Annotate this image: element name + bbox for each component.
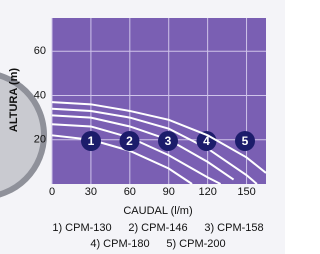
x-tick-label: 120 <box>198 186 216 198</box>
chart: ALTURA (m) CAUDAL (l/m) 0 30 60 90 120 150 20 4… <box>0 0 285 254</box>
curve-marker-label: 3 <box>165 134 172 148</box>
x-tick-label: 60 <box>124 186 136 198</box>
x-tick-label: 150 <box>237 186 255 198</box>
y-tick-label: 40 <box>34 89 46 101</box>
x-tick-label: 90 <box>163 186 175 198</box>
x-tick-label: 0 <box>49 186 55 198</box>
legend-entry: 2) CPM-146 <box>128 222 187 234</box>
legend-entry: 4) CPM-180 <box>90 238 149 250</box>
curve-marker-label: 5 <box>242 134 249 148</box>
legend-entry: 1) CPM-130 <box>52 222 111 234</box>
y-tick-label: 60 <box>34 45 46 57</box>
plot-area <box>52 18 266 184</box>
x-tick-label: 30 <box>85 186 97 198</box>
legend-entry: 3) CPM-158 <box>204 222 263 234</box>
y-tick-label: 20 <box>34 134 46 146</box>
legend-entry: 5) CPM-200 <box>166 238 225 250</box>
curve-marker-label: 2 <box>126 134 133 148</box>
curve-marker-label: 1 <box>88 134 95 148</box>
x-axis-title: CAUDAL (l/m) <box>123 205 192 217</box>
y-axis-title: ALTURA (m) <box>8 68 20 132</box>
